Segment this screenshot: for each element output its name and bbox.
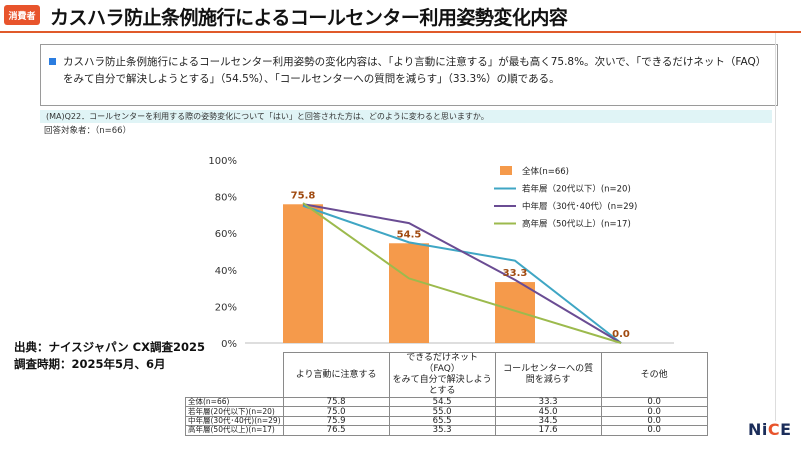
logo-accent: C (767, 420, 781, 439)
table-row: 高年層(50代以上)(n=17) 76.5 35.3 17.6 0.0 (185, 425, 708, 436)
table-column-header-line: コールセンターへの質 (503, 364, 594, 374)
respondents-note: 回答対象者：（n=66） (44, 126, 132, 136)
table-cell: 33.3 (494, 396, 602, 408)
legend-label: 中年層（30代･40代）(n=29) (522, 201, 637, 212)
source-line: 出典：ナイスジャパン CX調査2025 (14, 340, 205, 354)
y-tick-label: 80% (215, 193, 237, 204)
table-cell: 0.0 (600, 425, 708, 436)
table-cell: 54.5 (388, 396, 496, 408)
table-column-header-line: をみて自分で解決しよう (392, 375, 492, 385)
nice-logo: NiCE (748, 420, 792, 439)
series-line (302, 202, 622, 344)
y-tick-label: 0% (221, 339, 237, 350)
y-tick-label: 60% (215, 229, 237, 240)
legend-label: 若年層（20代以下）(n=20) (522, 184, 631, 195)
table-column-header-line: 問を減らす (525, 375, 571, 385)
table-row-label: 全体(n=66) (185, 396, 284, 408)
table-cell: 34.5 (494, 415, 602, 427)
table-corner (185, 352, 284, 398)
table-column-header-line: その他 (640, 369, 668, 380)
table-column-header: より言動に注意する (282, 352, 390, 398)
table-cell: 0.0 (600, 415, 708, 427)
bar-value-label: 54.5 (397, 229, 422, 240)
table-cell: 75.8 (282, 396, 390, 408)
table-cell: 45.0 (494, 406, 602, 417)
y-tick-label: 100% (208, 156, 237, 167)
table-row: 全体(n=66) 75.8 54.5 33.3 0.0 (185, 396, 708, 408)
right-divider (775, 33, 776, 421)
table-column-header-line: とする (428, 386, 456, 396)
legend-swatch-bar (500, 166, 512, 175)
logo-suffix: E (780, 420, 792, 439)
square-bullet-icon (49, 58, 56, 65)
table-column-header: その他 (600, 352, 708, 398)
table-cell: 75.9 (282, 415, 390, 427)
table-column-header: コールセンターへの質 問を減らす (494, 352, 602, 398)
bar-value-label: 75.8 (291, 190, 316, 201)
page-title: カスハラ防止条例施行によるコールセンター利用姿勢変化内容 (50, 7, 568, 29)
legend-label: 高年層（50代以上）(n=17) (522, 219, 631, 230)
title-underline (0, 31, 801, 33)
summary-text: カスハラ防止条例施行によるコールセンター利用姿勢の変化内容は、「より言動に注意す… (63, 56, 767, 85)
table-cell: 65.5 (388, 415, 496, 427)
question-text: (MA)Q22．コールセンターを利用する際の姿勢変化について「はい」と回答された… (40, 110, 772, 123)
y-tick-label: 40% (215, 266, 237, 277)
table-cell: 17.6 (494, 425, 602, 436)
table-cell: 0.0 (600, 396, 708, 408)
table-cell: 0.0 (600, 406, 708, 417)
bar-value-label: 33.3 (503, 268, 528, 279)
table-cell: 35.3 (388, 425, 496, 436)
table-row: 若年層(20代以下)(n=20) 75.0 55.0 45.0 0.0 (185, 406, 708, 417)
category-tag: 消費者 (4, 5, 40, 25)
table-column-header-line: できるだけネット（FAQ） (406, 353, 479, 374)
bar (389, 243, 429, 343)
table-row-label: 高年層(50代以上)(n=17) (185, 425, 284, 436)
legend-label: 全体(n=66) (522, 166, 569, 177)
table-header-row: より言動に注意する できるだけネット（FAQ） をみて自分で解決しよう とする コールセ… (185, 352, 708, 398)
table-cell: 75.0 (282, 406, 390, 417)
data-table: より言動に注意する できるだけネット（FAQ） をみて自分で解決しよう とする コールセ… (185, 352, 708, 436)
summary-box: カスハラ防止条例施行によるコールセンター利用姿勢の変化内容は、「より言動に注意す… (40, 44, 778, 106)
table-row-label: 若年層(20代以下)(n=20) (185, 406, 284, 417)
y-tick-label: 20% (215, 302, 237, 313)
logo-prefix: Ni (748, 420, 768, 439)
bar-value-label: 0.0 (612, 329, 630, 340)
table-cell: 76.5 (282, 425, 390, 436)
bar (495, 282, 535, 343)
table-cell: 55.0 (388, 406, 496, 417)
table-column-header-line: より言動に注意する (295, 369, 377, 380)
series-line (302, 203, 622, 344)
table-column-header: できるだけネット（FAQ） をみて自分で解決しよう とする (388, 352, 496, 398)
source-note: 出典：ナイスジャパン CX調査2025 調査時期：2025年5月、6月 (14, 339, 205, 373)
bar (283, 204, 323, 343)
survey-period: 調査時期：2025年5月、6月 (14, 357, 166, 371)
